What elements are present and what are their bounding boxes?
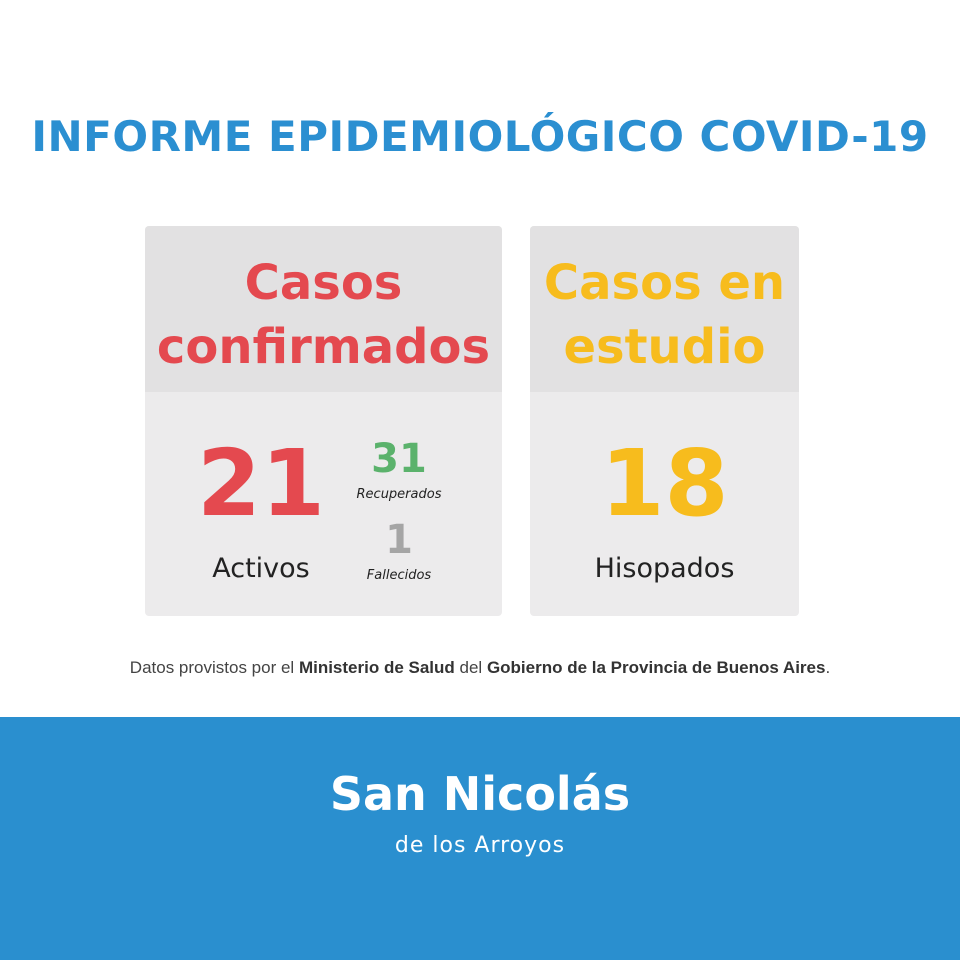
- study-heading-line2: estudio: [563, 319, 766, 375]
- brand-logo-name: San Nicolás: [329, 767, 631, 821]
- active-cases-label: Activos: [212, 553, 310, 584]
- confirmed-heading-line1: Casos: [244, 255, 403, 311]
- study-cases-card: Casos en estudio 18 Hisopados: [530, 226, 799, 616]
- source-note-part3: .: [825, 658, 831, 677]
- study-heading-line1: Casos en: [543, 255, 786, 311]
- brand-logo-subtitle: de los Arroyos: [394, 833, 566, 858]
- deceased-label: Fallecidos: [366, 568, 432, 583]
- swabs-value: 18: [600, 430, 729, 537]
- recovered-label: Recuperados: [356, 487, 442, 502]
- active-cases-value: 21: [196, 430, 326, 537]
- swabs-label: Hisopados: [594, 553, 735, 584]
- deceased-value: 1: [385, 517, 413, 563]
- source-ministry: Ministerio de Salud: [298, 658, 455, 677]
- recovered-value: 31: [371, 436, 427, 482]
- report-title: INFORME EPIDEMIOLÓGICO COVID-19: [31, 112, 929, 161]
- confirmed-cases-header: Casos confirmados: [145, 226, 502, 392]
- confirmed-heading-line2: confirmados: [156, 319, 491, 375]
- source-government: Gobierno de la Provincia de Buenos Aires: [486, 658, 826, 677]
- source-note-part1: Datos provistos por el: [129, 658, 299, 677]
- source-note-part2: del: [454, 658, 487, 677]
- study-cases-header: Casos en estudio: [530, 226, 799, 392]
- confirmed-cases-card: Casos confirmados 21 Activos 31 Recupera…: [145, 226, 502, 616]
- footer-band: San Nicolás de los Arroyos: [0, 717, 960, 960]
- source-note: Datos provistos por el Ministerio de Sal…: [0, 658, 960, 678]
